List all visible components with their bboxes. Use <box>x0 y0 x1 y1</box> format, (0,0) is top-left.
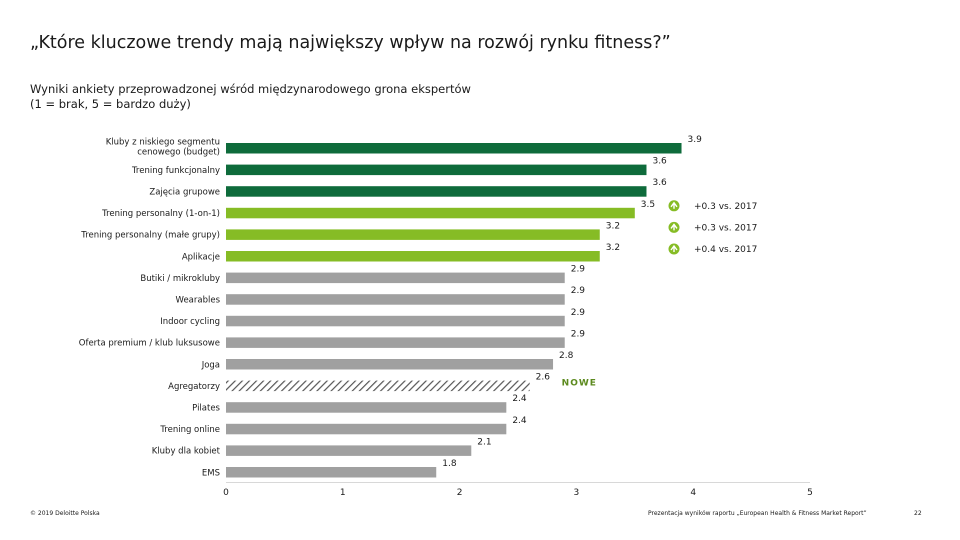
category-label: Trening funkcjonalny <box>131 166 220 176</box>
up-arrow-icon <box>670 201 678 209</box>
x-tick-label: 5 <box>807 488 813 498</box>
change-annotation: +0.4 vs. 2017 <box>694 245 757 255</box>
value-label: 1.8 <box>442 459 457 469</box>
value-label: 3.6 <box>652 157 667 167</box>
category-label: Trening online <box>159 425 220 435</box>
change-annotation: +0.3 vs. 2017 <box>694 202 757 212</box>
bar <box>226 251 600 262</box>
page-title: „Które kluczowe trendy mają największy w… <box>30 33 671 53</box>
category-label: Pilates <box>192 403 220 413</box>
bar <box>226 423 507 435</box>
value-label: 2.6 <box>536 373 551 383</box>
category-label: Wearables <box>176 295 221 305</box>
value-label: 2.4 <box>512 394 527 404</box>
category-label: Butiki / mikrokluby <box>140 274 220 284</box>
bar <box>226 445 472 456</box>
category-label: EMS <box>202 468 220 478</box>
bar <box>226 315 565 327</box>
bar <box>226 380 530 392</box>
page-number: 22 <box>914 510 922 517</box>
value-label: 2.9 <box>571 265 586 275</box>
category-label: Indoor cycling <box>160 317 220 327</box>
value-label: 2.9 <box>571 329 586 339</box>
bar <box>226 229 600 240</box>
x-tick-label: 1 <box>340 488 346 498</box>
value-label: 2.8 <box>559 351 574 361</box>
subtitle-line-1: Wyniki ankiety przeprowadzonej wśród mię… <box>30 82 471 96</box>
category-label: Kluby z niskiego segmentu cenowego (budge… <box>106 137 220 157</box>
change-annotation: +0.3 vs. 2017 <box>694 223 757 233</box>
category-label: Oferta premium / klub luksusowe <box>79 339 220 349</box>
category-label: Zajęcia grupowe <box>149 187 220 197</box>
bar <box>226 467 437 478</box>
category-label: Agregatorzy <box>168 382 220 392</box>
x-tick-label: 0 <box>223 488 229 498</box>
x-tick-label: 3 <box>574 488 580 498</box>
copyright-footer: © 2019 Deloitte Polska <box>30 510 100 517</box>
value-label: 3.5 <box>641 200 655 210</box>
bar <box>226 294 565 305</box>
up-arrow-icon <box>670 223 678 231</box>
value-label: 3.9 <box>688 135 703 145</box>
up-arrow-icon <box>670 244 678 252</box>
bar <box>226 337 565 348</box>
subtitle-line-2: (1 = brak, 5 = bardzo duży) <box>30 97 191 111</box>
bar <box>226 402 507 413</box>
x-tick-label: 4 <box>690 488 696 498</box>
value-label: 2.9 <box>571 308 586 318</box>
bar <box>226 143 682 154</box>
source-footer: Prezentacja wyników raportu „European He… <box>648 510 867 517</box>
value-label: 2.9 <box>571 286 586 296</box>
category-label: Aplikacje <box>182 252 220 262</box>
category-label: Trening personalny (1-on-1) <box>101 209 220 219</box>
bar <box>226 272 565 284</box>
category-label: Trening personalny (małe grupy) <box>80 231 220 241</box>
value-label: 2.1 <box>477 437 491 447</box>
value-label: 3.2 <box>606 243 620 253</box>
bar <box>226 164 647 176</box>
category-label: Kluby dla kobiet <box>152 447 221 457</box>
bar <box>226 359 554 370</box>
value-label: 2.4 <box>512 416 527 426</box>
value-label: 3.2 <box>606 221 620 231</box>
x-tick-label: 2 <box>457 488 463 498</box>
bar <box>226 186 647 197</box>
new-annotation: NOWE <box>562 379 597 389</box>
value-label: 3.6 <box>652 178 667 188</box>
page-subtitle: Wyniki ankiety przeprowadzonej wśród mię… <box>30 82 471 112</box>
category-label: Joga <box>201 360 220 370</box>
bar <box>226 207 635 219</box>
